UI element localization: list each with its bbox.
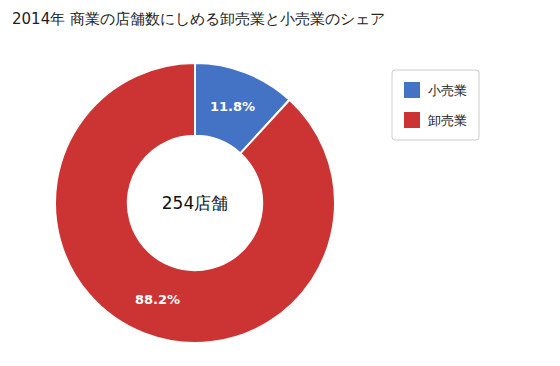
page: {"chart_data": {"type": "donut", "title"…	[0, 0, 560, 366]
legend-label: 小売業	[428, 83, 467, 98]
background	[0, 0, 560, 366]
legend: 小売業卸売業	[392, 70, 479, 140]
chart-container: 2014年 商業の店舗数にしめる卸売業と小売業のシェア 11.8% 88.2% 254…	[0, 0, 560, 366]
legend-swatch	[404, 112, 420, 128]
slice	[55, 63, 335, 343]
chart-svg: 2014年 商業の店舗数にしめる卸売業と小売業のシェア 11.8% 88.2% 254…	[0, 0, 560, 366]
data-label: 88.2%	[135, 292, 180, 307]
legend-label: 卸売業	[428, 113, 467, 128]
data-labels: 11.8% 88.2%	[135, 99, 255, 307]
title: 2014年 商業の店舗数にしめる卸売業と小売業のシェア	[12, 10, 385, 28]
center-text: 254店舗	[162, 193, 228, 213]
legend-swatch	[404, 82, 420, 98]
slices	[55, 63, 335, 343]
data-label: 11.8%	[210, 99, 255, 114]
legend-frame	[392, 70, 479, 140]
